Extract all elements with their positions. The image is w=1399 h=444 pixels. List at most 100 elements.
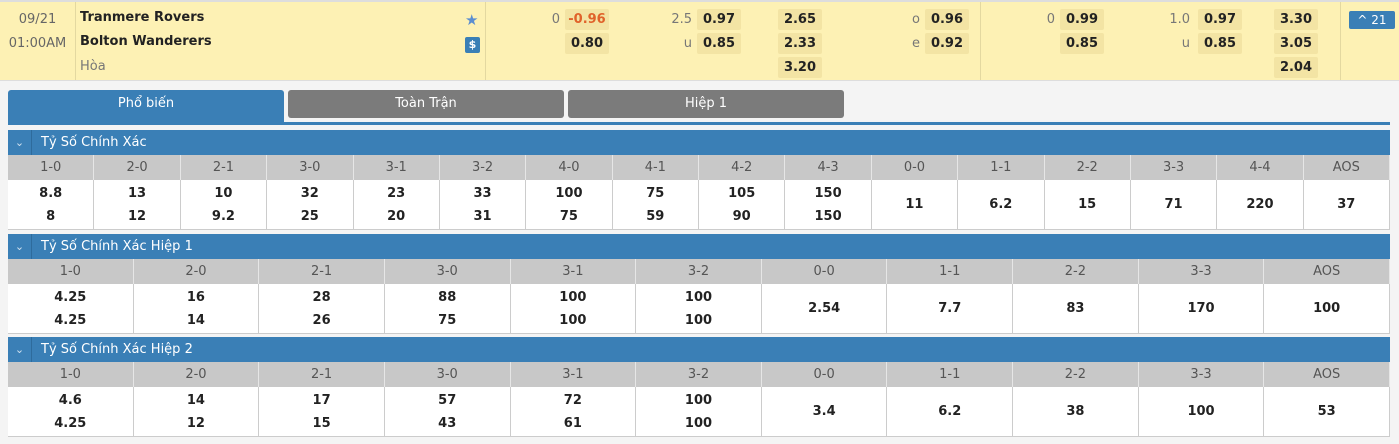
odds-value[interactable]: 43 bbox=[438, 415, 457, 431]
odds-value[interactable]: 75 bbox=[646, 185, 665, 201]
odds-value[interactable]: 6.2 bbox=[938, 404, 962, 419]
ft-1x2-away[interactable]: 2.33 bbox=[778, 33, 822, 54]
section-title: Tỷ Số Chính Xác Hiệp 2 bbox=[41, 342, 193, 357]
odds-value[interactable]: 100 bbox=[684, 289, 713, 305]
odds-value[interactable]: 12 bbox=[186, 415, 205, 431]
odds-value[interactable]: 71 bbox=[1164, 197, 1183, 212]
odds-value[interactable]: 13 bbox=[128, 185, 147, 201]
odds-value[interactable]: 4.25 bbox=[54, 312, 87, 328]
odds-value[interactable]: 100 bbox=[559, 312, 587, 328]
score-header: 3-3 bbox=[1138, 362, 1265, 387]
h1-hdp-home[interactable]: 0.99 bbox=[1060, 9, 1104, 30]
odds-value[interactable]: 37 bbox=[1337, 197, 1356, 212]
odds-value[interactable]: 23 bbox=[387, 185, 406, 201]
h1-1x2-draw[interactable]: 2.04 bbox=[1274, 57, 1318, 78]
ft-oe-o-label: o bbox=[912, 12, 920, 27]
section-title: Tỷ Số Chính Xác Hiệp 1 bbox=[41, 239, 193, 254]
odds-value[interactable]: 4.6 bbox=[58, 392, 82, 408]
odds-value[interactable]: 25 bbox=[300, 208, 319, 224]
ft-1x2-home[interactable]: 2.65 bbox=[778, 9, 822, 30]
odds-value[interactable]: 100 bbox=[1313, 301, 1341, 316]
tab-first-half[interactable]: Hiệp 1 bbox=[568, 90, 844, 118]
h1-ou-under[interactable]: 0.85 bbox=[1198, 33, 1242, 54]
ft-ou-under[interactable]: 0.85 bbox=[697, 33, 741, 54]
odds-value[interactable]: 33 bbox=[473, 185, 492, 201]
odds-value[interactable]: 59 bbox=[646, 208, 665, 224]
score-odds-cell: 83 bbox=[1013, 284, 1139, 334]
tab-popular[interactable]: Phổ biến bbox=[8, 90, 284, 122]
odds-value[interactable]: 3.4 bbox=[812, 404, 836, 419]
h1-hdp-away[interactable]: 0.85 bbox=[1060, 33, 1104, 54]
odds-value[interactable]: 2.54 bbox=[808, 301, 841, 316]
odds-value[interactable]: 8.8 bbox=[39, 185, 63, 201]
odds-value[interactable]: 14 bbox=[186, 312, 205, 328]
odds-value[interactable]: 4.25 bbox=[54, 415, 87, 431]
odds-value[interactable]: 4.25 bbox=[54, 289, 87, 305]
odds-value[interactable]: 15 bbox=[312, 415, 331, 431]
odds-value[interactable]: 90 bbox=[732, 208, 751, 224]
away-team[interactable]: Bolton Wanderers bbox=[80, 34, 212, 49]
odds-value[interactable]: 100 bbox=[559, 289, 587, 305]
ft-1x2-draw[interactable]: 3.20 bbox=[778, 57, 822, 78]
ft-even[interactable]: 0.92 bbox=[925, 33, 969, 54]
odds-value[interactable]: 100 bbox=[684, 312, 713, 328]
odds-value[interactable]: 7.7 bbox=[938, 301, 962, 316]
more-markets-button[interactable]: ^ 21 bbox=[1349, 11, 1395, 29]
ft-hdp-away[interactable]: 0.80 bbox=[565, 33, 609, 54]
odds-value[interactable]: 11 bbox=[905, 197, 924, 212]
h1-1x2-away[interactable]: 3.05 bbox=[1274, 33, 1318, 54]
score-header: AOS bbox=[1303, 155, 1390, 180]
home-team[interactable]: Tranmere Rovers bbox=[80, 10, 205, 25]
ft-ou-over[interactable]: 0.97 bbox=[697, 9, 741, 30]
odds-value[interactable]: 100 bbox=[1187, 404, 1215, 419]
tab-full-match[interactable]: Toàn Trận bbox=[288, 90, 564, 118]
star-icon[interactable]: ★ bbox=[465, 11, 479, 29]
odds-value[interactable]: 57 bbox=[438, 392, 457, 408]
odds-value[interactable]: 6.2 bbox=[989, 197, 1013, 212]
odds-value[interactable]: 75 bbox=[559, 208, 578, 224]
match-time: 01:00AM bbox=[8, 36, 67, 51]
odds-value[interactable]: 220 bbox=[1246, 197, 1274, 212]
odds-value[interactable]: 88 bbox=[438, 289, 457, 305]
odds-value[interactable]: 61 bbox=[563, 415, 582, 431]
odds-value[interactable]: 100 bbox=[684, 392, 713, 408]
odds-value[interactable]: 100 bbox=[684, 415, 713, 431]
odds-value[interactable]: 26 bbox=[312, 312, 331, 328]
odds-value[interactable]: 9.2 bbox=[211, 208, 235, 224]
odds-value[interactable]: 38 bbox=[1066, 404, 1085, 419]
odds-value[interactable]: 16 bbox=[186, 289, 205, 305]
odds-value[interactable]: 28 bbox=[312, 289, 331, 305]
odds-value[interactable]: 83 bbox=[1066, 301, 1085, 316]
odds-value[interactable]: 10 bbox=[214, 185, 233, 201]
odds-value[interactable]: 15 bbox=[1078, 197, 1097, 212]
odds-value[interactable]: 75 bbox=[438, 312, 457, 328]
odds-value[interactable]: 20 bbox=[387, 208, 406, 224]
score-odds-cell: 14 12 bbox=[133, 387, 260, 437]
section-header[interactable]: ⌄ Tỷ Số Chính Xác Hiệp 2 bbox=[8, 337, 1390, 362]
odds-value[interactable]: 72 bbox=[563, 392, 582, 408]
chevron-down-icon[interactable]: ⌄ bbox=[8, 130, 32, 155]
h1-ou-over[interactable]: 0.97 bbox=[1198, 9, 1242, 30]
odds-value[interactable]: 31 bbox=[473, 208, 492, 224]
h1-1x2-home[interactable]: 3.30 bbox=[1274, 9, 1318, 30]
score-header: 3-1 bbox=[353, 155, 440, 180]
chevron-down-icon[interactable]: ⌄ bbox=[8, 337, 32, 362]
odds-value[interactable]: 8 bbox=[46, 208, 56, 224]
ft-hdp-home[interactable]: -0.96 bbox=[565, 9, 609, 30]
odds-value[interactable]: 12 bbox=[128, 208, 147, 224]
odds-value[interactable]: 17 bbox=[312, 392, 331, 408]
section-header[interactable]: ⌄ Tỷ Số Chính Xác bbox=[8, 130, 1390, 155]
odds-value[interactable]: 32 bbox=[300, 185, 319, 201]
odds-value[interactable]: 150 bbox=[814, 185, 842, 201]
odds-value[interactable]: 100 bbox=[555, 185, 583, 201]
odds-value[interactable]: 105 bbox=[728, 185, 756, 201]
dollar-icon[interactable]: $ bbox=[465, 37, 480, 53]
chevron-down-icon[interactable]: ⌄ bbox=[8, 234, 32, 259]
odds-value[interactable]: 170 bbox=[1187, 301, 1215, 316]
section-header[interactable]: ⌄ Tỷ Số Chính Xác Hiệp 1 bbox=[8, 234, 1390, 259]
odds-value[interactable]: 53 bbox=[1317, 404, 1336, 419]
ft-odd[interactable]: 0.96 bbox=[925, 9, 969, 30]
odds-value[interactable]: 150 bbox=[814, 208, 842, 224]
score-odds-cell: 100 bbox=[1138, 387, 1265, 437]
odds-value[interactable]: 14 bbox=[186, 392, 205, 408]
